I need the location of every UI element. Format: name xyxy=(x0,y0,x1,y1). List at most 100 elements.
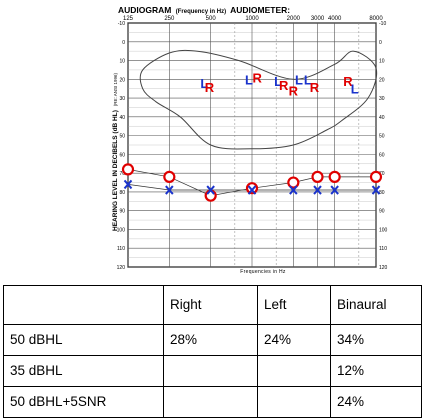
grid xyxy=(127,22,377,268)
y-tick-label: 80 xyxy=(119,190,125,196)
aided-left-marker: L xyxy=(295,72,303,87)
right-ear-threshold-mark xyxy=(121,163,135,176)
audiogram-chart: AUDIOGRAM (Frequency in Hz) AUDIOMETER: … xyxy=(112,5,388,275)
table-header-cell: Binaural xyxy=(330,285,422,325)
aided-left-marker: L xyxy=(274,74,282,89)
left-ear-threshold-mark xyxy=(247,185,257,195)
speech-banana-outline xyxy=(139,49,378,150)
mark-stroke xyxy=(313,185,322,195)
left-ear-threshold-mark xyxy=(289,185,298,195)
x-top-tick-labels: 125 250 500 1000 2000 3000 4000 8000 xyxy=(123,16,383,22)
mark-stroke xyxy=(289,185,298,195)
mark-stroke xyxy=(330,185,339,195)
mark-stroke xyxy=(206,185,215,195)
y-tick-label: 60 xyxy=(379,152,385,158)
table-header-row: Right Left Binaural xyxy=(3,285,422,325)
table-cell: 35 dBHL xyxy=(3,355,164,387)
y-tick-label: 20 xyxy=(119,77,125,83)
y-tick-label: 80 xyxy=(379,190,385,196)
right-ear-threshold-mark xyxy=(311,170,324,184)
table-cell: 24% xyxy=(330,386,422,418)
y-tick-label: 120 xyxy=(117,265,126,271)
y-tick-label: 100 xyxy=(379,227,388,233)
table-header-cell xyxy=(3,285,164,325)
right-ear-threshold-mark xyxy=(245,182,259,195)
left-ear-threshold-mark xyxy=(313,185,322,195)
table-row: 50 dBHL 28% 24% 34% xyxy=(3,324,422,356)
data-marks xyxy=(121,163,383,202)
y-tick-labels-right: -10 0 10 20 30 40 50 60 70 80 90 100 110 120 xyxy=(379,21,388,271)
right-ear-threshold-mark xyxy=(369,170,383,184)
aided-right-marker: R xyxy=(252,70,262,85)
mark-stroke xyxy=(165,185,174,195)
y-tick-label: 20 xyxy=(379,77,385,83)
table-row: 35 dBHL 12% xyxy=(3,355,422,387)
right-ear-threshold-mark xyxy=(287,176,300,189)
aided-right-marker: R xyxy=(343,74,353,89)
y-axis-label-note: (RE: ANSI 1996) xyxy=(113,73,118,107)
table-cell xyxy=(257,355,331,387)
table-cell: 12% xyxy=(330,355,422,387)
y-tick-label: 120 xyxy=(379,265,388,271)
table-cell: 50 dBHL xyxy=(3,324,164,356)
x-tick-label: 8000 xyxy=(369,16,383,22)
aided-right-marker: R xyxy=(205,80,215,95)
threshold-line xyxy=(127,184,376,191)
x-tick-label: 1000 xyxy=(245,16,259,22)
table-cell xyxy=(163,386,258,418)
aided-right-marker: R xyxy=(310,80,320,95)
aided-left-marker: L xyxy=(200,76,208,91)
y-tick-label: 50 xyxy=(379,134,385,140)
y-tick-label: 60 xyxy=(119,152,125,158)
speech-results-table: Right Left Binaural 50 dBHL 28% 24% 34% … xyxy=(3,285,422,418)
y-tick-label: 10 xyxy=(119,59,125,65)
x-tick-label: 3000 xyxy=(311,16,325,22)
chart-title-subtitle: (Frequency in Hz) xyxy=(176,9,226,15)
table-cell xyxy=(163,355,258,387)
y-tick-label: 110 xyxy=(117,246,125,252)
left-ear-threshold-mark xyxy=(123,179,133,190)
x-axis-label: Frequencies in Hz xyxy=(240,269,286,275)
mark-stroke xyxy=(371,185,381,195)
table-cell: 50 dBHL+5SNR xyxy=(3,386,164,418)
chart-title-suffix: AUDIOMETER: xyxy=(230,5,290,15)
table-header-cell: Right xyxy=(163,285,258,325)
right-ear-threshold-mark xyxy=(328,170,341,184)
y-tick-label: 40 xyxy=(119,115,125,121)
y-tick-label: 110 xyxy=(379,246,387,252)
mark-stroke xyxy=(247,185,257,195)
left-ear-threshold-mark xyxy=(371,185,381,195)
y-tick-label: -10 xyxy=(118,21,125,27)
y-tick-label: -10 xyxy=(379,21,386,27)
y-tick-label: 0 xyxy=(379,40,382,46)
right-ear-threshold-mark xyxy=(204,189,217,202)
y-tick-label: 40 xyxy=(379,115,385,121)
left-ear-threshold-mark xyxy=(330,185,339,195)
y-tick-labels-left: -10 0 10 20 30 40 50 60 70 80 90 100 110 120 xyxy=(117,21,126,271)
y-axis-label-main: HEARING LEVEL IN DECIBELS (dB HL) xyxy=(112,110,119,231)
x-tick-label: 2000 xyxy=(287,16,301,22)
mark-stroke xyxy=(123,179,133,190)
left-ear-threshold-mark xyxy=(165,185,174,195)
table-cell: 24% xyxy=(257,324,331,356)
right-ear-threshold-mark xyxy=(163,170,176,184)
table-cell: 28% xyxy=(163,324,258,356)
aided-right-marker: R xyxy=(289,84,299,99)
x-tick-label: 250 xyxy=(164,16,175,22)
aided-left-marker: L xyxy=(304,72,312,87)
x-tick-label: 125 xyxy=(123,16,134,22)
aided-right-marker: R xyxy=(279,78,289,93)
y-tick-label: 30 xyxy=(379,96,385,102)
x-tick-label: 500 xyxy=(206,16,217,22)
y-tick-label: 30 xyxy=(119,96,125,102)
table-header-cell: Left xyxy=(257,285,331,325)
aided-markers: LRL R LR RL LR RL xyxy=(200,70,358,98)
y-tick-label: 10 xyxy=(379,59,385,65)
y-tick-label: 90 xyxy=(379,209,385,215)
table-row: 50 dBHL+5SNR 24% xyxy=(3,386,422,418)
table-cell xyxy=(257,386,331,418)
y-tick-label: 0 xyxy=(122,40,125,46)
y-tick-label: 70 xyxy=(379,171,385,177)
y-tick-label: 90 xyxy=(119,209,125,215)
y-axis-label: HEARING LEVEL IN DECIBELS (dB HL) (RE: A… xyxy=(112,73,119,231)
